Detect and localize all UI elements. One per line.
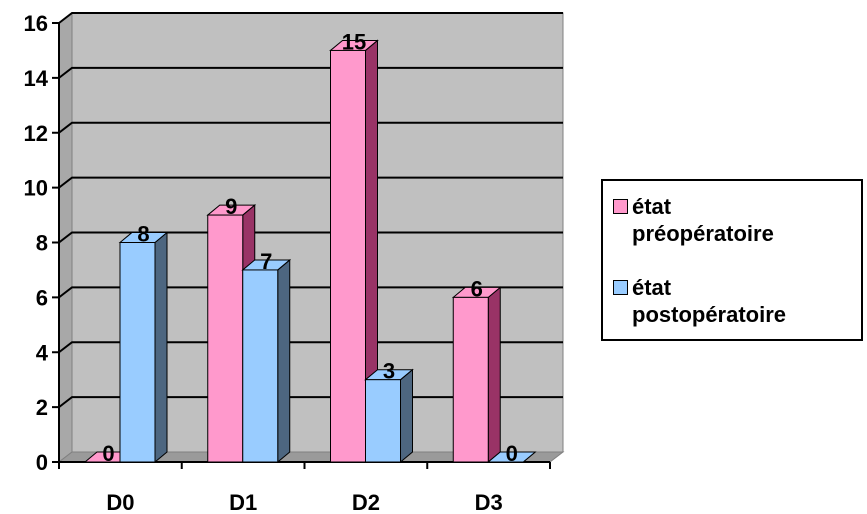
legend: état préopératoire état postopératoire [601, 179, 863, 341]
y-tick-label: 14 [24, 66, 49, 91]
x-category-label: D0 [106, 490, 134, 514]
data-label-postoperatoire-d3: 0 [506, 441, 518, 466]
gridline [58, 121, 563, 134]
data-label-preoperatoire-d1: 9 [225, 194, 237, 219]
data-label-postoperatoire-d2: 3 [383, 359, 395, 384]
bar-front [207, 214, 244, 463]
bar-postoperatoire-d3 [486, 451, 537, 463]
bar-front [119, 242, 156, 463]
bar-front [242, 269, 279, 463]
gridline [58, 286, 563, 299]
gridlines [58, 12, 563, 408]
bar-postoperatoire-d0 [118, 231, 169, 464]
legend-swatch-preoperatoire [613, 199, 628, 214]
bar-side [154, 231, 168, 464]
y-tick-label: 0 [36, 450, 48, 475]
y-tick-label: 12 [24, 121, 48, 146]
data-label-postoperatoire-d0: 8 [137, 222, 149, 247]
legend-item-preoperatoire: état préopératoire [613, 193, 774, 247]
y-tick-label: 16 [24, 11, 48, 36]
bar-side [277, 258, 291, 464]
data-label-preoperatoire-d0: 0 [102, 441, 114, 466]
y-tick-label: 4 [36, 340, 49, 365]
bar-top [486, 451, 537, 463]
legend-swatch-postoperatoire [613, 280, 628, 295]
legend-item-postoperatoire: état postopératoire [613, 274, 786, 328]
data-label-preoperatoire-d3: 6 [471, 276, 483, 301]
legend-label-preoperatoire: état préopératoire [632, 194, 774, 246]
data-label-postoperatoire-d1: 7 [260, 249, 272, 274]
x-category-label: D1 [229, 490, 257, 514]
gridline [58, 231, 563, 244]
bar-front [330, 49, 366, 463]
bars [83, 39, 537, 464]
bar-preoperatoire-d2 [329, 39, 379, 464]
gridline [58, 341, 563, 354]
x-category-label: D2 [352, 490, 380, 514]
bar-side [487, 286, 501, 464]
bar-side [400, 368, 413, 464]
x-axis-category-labels: D0 D1 D2 D3 [106, 490, 502, 514]
bar-preoperatoire-d3 [451, 286, 502, 464]
gridline [58, 12, 563, 24]
data-label-preoperatoire-d2: 15 [342, 29, 366, 54]
y-tick-label: 10 [24, 176, 48, 201]
y-tick-label: 2 [36, 395, 48, 420]
gridline [58, 66, 563, 79]
legend-label-postoperatoire: état postopératoire [632, 275, 787, 327]
data-labels: 0 8 9 7 15 3 6 0 [102, 29, 518, 466]
y-tick-label: 6 [36, 285, 48, 310]
bar-front [452, 296, 489, 463]
y-tick-label: 8 [36, 231, 48, 256]
bar-front [365, 379, 401, 463]
bar-postoperatoire-d2 [364, 368, 414, 464]
bar-postoperatoire-d1 [241, 258, 292, 464]
gridline [58, 176, 563, 189]
y-axis-tick-labels: 0 2 4 6 8 10 12 14 16 [24, 11, 49, 475]
x-category-label: D3 [475, 490, 503, 514]
